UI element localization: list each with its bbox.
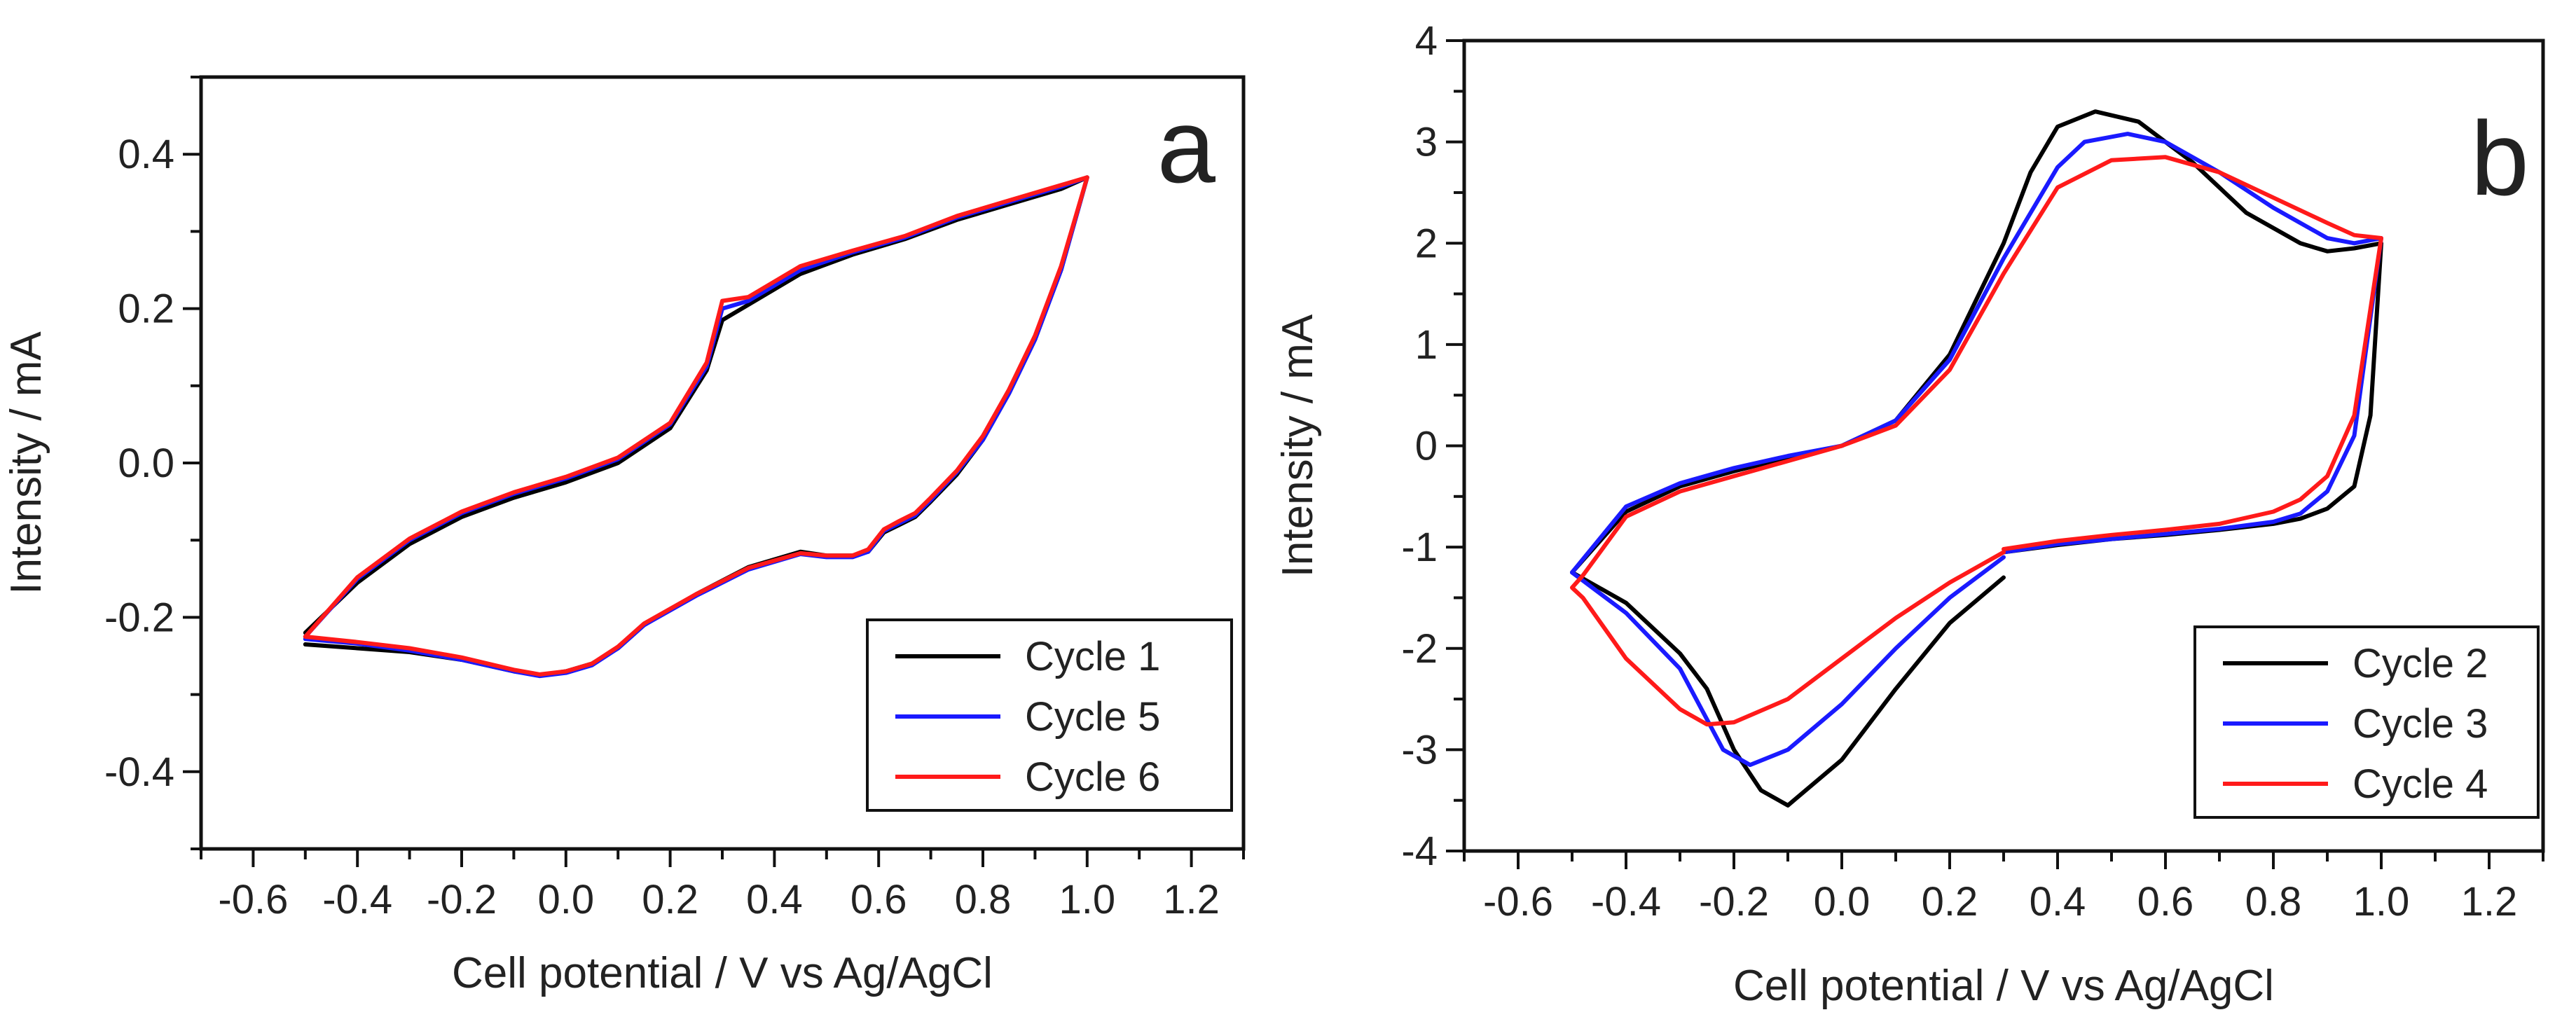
panel-b-y-tick-label: -3 <box>1401 727 1438 773</box>
panel-b-x-tick-label: -0.2 <box>1699 879 1769 925</box>
panel-a-series-cycle-6 <box>303 175 1089 677</box>
panel-a-x-tick-label: -0.4 <box>322 877 392 922</box>
panel-a-x-tick-label: -0.2 <box>427 877 497 922</box>
panel-a-x-tick-label: 0.8 <box>955 877 1012 922</box>
panel-a-x-tick-label: 0.2 <box>642 877 698 922</box>
panel-a-panel-letter: a <box>1157 87 1216 205</box>
panel-b-x-tick-label: -0.4 <box>1591 879 1661 925</box>
panel-b-y-tick-label: 2 <box>1415 221 1438 266</box>
panel-a-y-tick-label: 0.2 <box>118 286 174 332</box>
panel-b-series-cycle-2 <box>1570 109 2383 808</box>
panel-b-series-cycle-3 <box>1570 132 2383 768</box>
panel-b-x-tick-label: 0.2 <box>1922 879 1978 925</box>
panel-a-x-tick-label: 0.4 <box>746 877 803 922</box>
panel-a-y-tick-label: 0.0 <box>118 441 174 486</box>
panel-a-x-tick-label: -0.6 <box>218 877 288 922</box>
panel-a-x-tick-label: 0.6 <box>850 877 907 922</box>
panel-b-x-tick-label: -0.6 <box>1483 879 1553 925</box>
panel-a-chart: -0.6 -0.4 -0.2 0.0 0.2 0.4 0.6 0.8 1.0 1.2 -0.4 -0.… <box>2 75 1246 997</box>
panel-b-y-tick-label: -2 <box>1401 626 1438 672</box>
panel-b-x-axis-label: Cell potential / V vs Ag/AgCl <box>1733 962 2274 1010</box>
panel-b-panel-letter: b <box>2471 99 2529 217</box>
panel-a-legend-label: Cycle 1 <box>1025 634 1160 679</box>
panel-a-x-tick-label: 1.0 <box>1059 877 1115 922</box>
panel-a-y-tick-label: -0.2 <box>104 595 174 640</box>
panel-a-x-tick-label: 1.2 <box>1163 877 1220 922</box>
panel-b-y-tick-label: -4 <box>1401 829 1438 874</box>
panel-b-legend-label: Cycle 2 <box>2353 641 2488 686</box>
panel-a-legend-label: Cycle 6 <box>1025 754 1160 800</box>
panel-b-y-tick-label: 0 <box>1415 424 1438 469</box>
panel-a-y-tick-label: -0.4 <box>104 749 174 795</box>
panel-a-x-tick-label: 0.0 <box>537 877 594 922</box>
panel-b-x-tick-label: 0.8 <box>2245 879 2302 925</box>
panel-a-legend-label: Cycle 5 <box>1025 694 1160 740</box>
panel-a-x-axis-label: Cell potential / V vs Ag/AgCl <box>452 949 993 997</box>
panel-b-chart: -0.6 -0.4 -0.2 0.0 0.2 0.4 0.6 0.8 1.0 1.2 -4 -3 -2 -… <box>1274 18 2545 1010</box>
panel-b-legend-label: Cycle 4 <box>2353 761 2488 807</box>
panel-a-y-axis-label: Intensity / mA <box>2 331 50 595</box>
panel-b-y-tick-label: 1 <box>1415 322 1438 368</box>
panel-b-y-tick-label: -1 <box>1401 525 1438 570</box>
panel-b-y-axis-label: Intensity / mA <box>1274 314 1322 577</box>
panel-b-series-cycle-4 <box>1570 155 2383 727</box>
panel-b-x-tick-label: 0.4 <box>2030 879 2086 925</box>
panel-b-x-tick-label: 0.6 <box>2137 879 2194 925</box>
panel-b-legend-label: Cycle 3 <box>2353 701 2488 747</box>
panel-b-x-tick-label: 0.0 <box>1814 879 1871 925</box>
panel-b-y-tick-label: 3 <box>1415 120 1438 165</box>
panel-b-x-tick-label: 1.2 <box>2461 879 2518 925</box>
panel-b-y-tick-label: 4 <box>1415 18 1438 64</box>
panel-b-x-tick-label: 1.0 <box>2353 879 2410 925</box>
panel-a-y-tick-label: 0.4 <box>118 132 174 177</box>
